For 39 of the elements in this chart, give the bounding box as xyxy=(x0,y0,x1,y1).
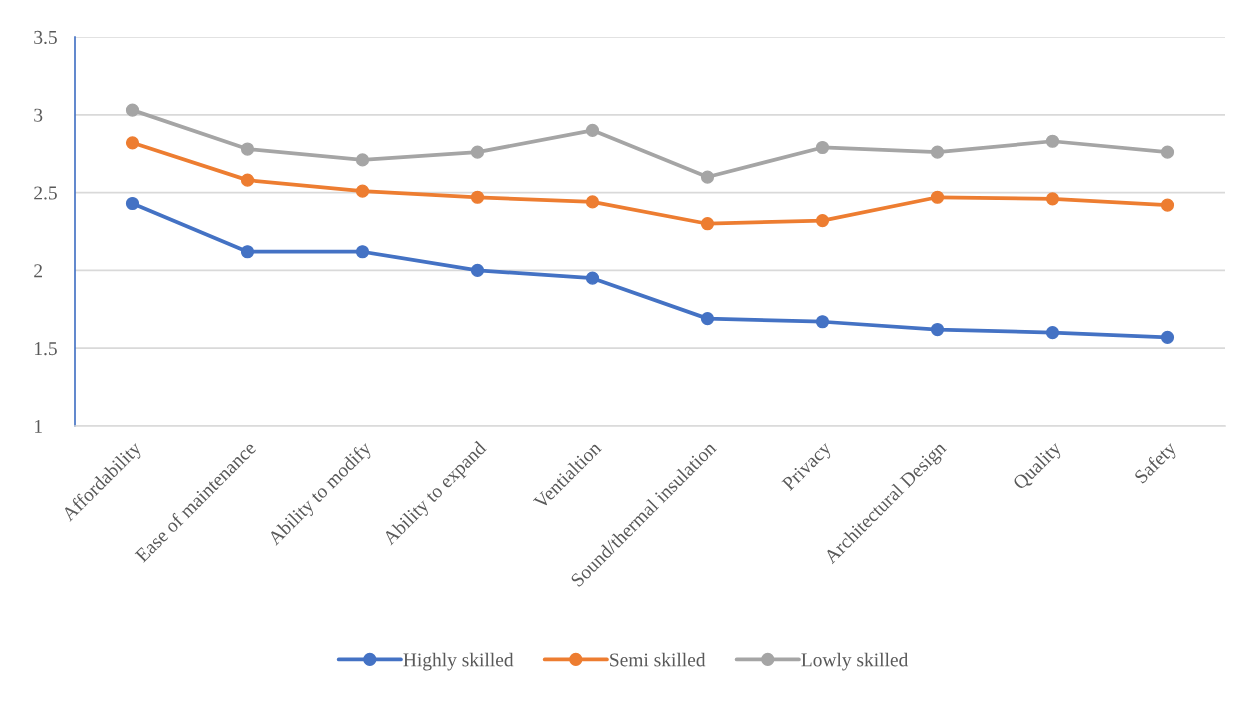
y-tick-label: 3.5 xyxy=(34,30,57,45)
point xyxy=(930,322,945,337)
point xyxy=(470,190,485,204)
y-tick-label: 1 xyxy=(35,419,42,433)
y-tick-label: 1.5 xyxy=(35,342,57,356)
point xyxy=(240,173,255,187)
point xyxy=(585,195,600,209)
point xyxy=(355,184,370,198)
point xyxy=(585,123,600,137)
y-tick-label: 2 xyxy=(34,264,42,278)
point xyxy=(470,145,485,159)
y-tick-label: 3 xyxy=(34,108,43,122)
point xyxy=(585,271,600,285)
legend-label: Lowly skilled xyxy=(801,652,909,671)
point xyxy=(470,263,485,277)
point xyxy=(1160,145,1175,159)
legend-label: Highly skilled xyxy=(403,652,514,671)
point xyxy=(930,145,945,159)
point xyxy=(125,103,140,117)
point xyxy=(815,214,830,228)
point xyxy=(355,153,370,167)
point xyxy=(815,315,830,329)
point xyxy=(815,140,830,155)
point xyxy=(125,196,140,211)
point xyxy=(355,245,370,259)
point xyxy=(700,312,715,326)
y-tick-label: 2.5 xyxy=(34,186,57,200)
point xyxy=(700,217,715,231)
point xyxy=(1160,198,1175,212)
legend-label: Semi skilled xyxy=(610,652,706,667)
point xyxy=(930,190,945,204)
point xyxy=(700,170,715,184)
point xyxy=(125,136,140,150)
point xyxy=(1160,330,1175,344)
point xyxy=(1045,134,1060,148)
point xyxy=(1045,192,1060,206)
point xyxy=(240,245,255,259)
point xyxy=(240,142,255,156)
point xyxy=(1045,326,1060,340)
